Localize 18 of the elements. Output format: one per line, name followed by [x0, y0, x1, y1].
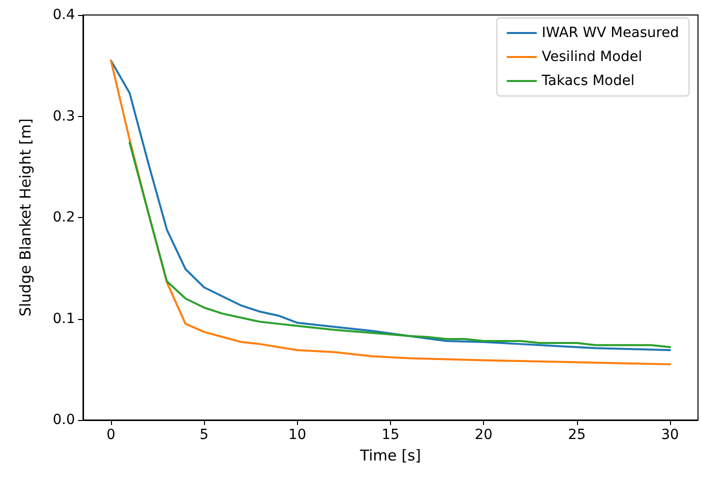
y-tick-label: 0.3 — [52, 108, 75, 124]
x-tick-label: 20 — [474, 427, 493, 443]
x-tick-label: 15 — [382, 427, 400, 443]
line-series — [128, 142, 672, 348]
legend-label: Takacs Model — [540, 73, 635, 89]
legend-label: IWAR WV Measured — [542, 25, 679, 41]
y-tick-label: 0.2 — [52, 210, 75, 226]
x-tick-label: 25 — [568, 427, 586, 443]
legend-label: Vesilind Model — [542, 49, 642, 65]
y-axis-title: Sludge Blanket Height [m] — [16, 118, 34, 317]
y-tick-label: 0.4 — [52, 7, 76, 23]
y-tick-label: 0.0 — [52, 412, 75, 428]
x-tick-label: 30 — [661, 427, 679, 443]
x-tick-label: 10 — [288, 427, 306, 443]
x-tick-label: 0 — [106, 427, 116, 443]
x-tick-label: 5 — [200, 427, 209, 443]
x-axis-title: Time [s] — [359, 446, 421, 464]
y-tick-label: 0.1 — [52, 310, 75, 327]
